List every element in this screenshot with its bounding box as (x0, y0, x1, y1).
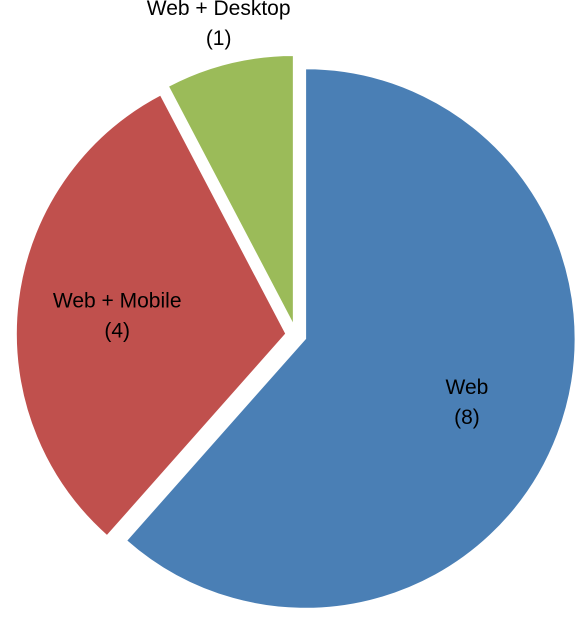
slice-count-label: (4) (104, 319, 130, 342)
pie-slice-web (125, 67, 577, 610)
pie-slices (15, 54, 577, 610)
pie-slice-web-desktop (167, 54, 295, 326)
slice-count-label: (1) (206, 27, 232, 50)
slice-label: Web + Desktop (147, 0, 291, 20)
pie-slice-web-mobile (15, 93, 287, 537)
slice-label: Web + Mobile (53, 289, 182, 312)
slice-label: Web (446, 376, 489, 399)
pie-labels: Web (8) Web + Mobile (4) Web + Desktop (1) (53, 0, 488, 429)
slice-count-label: (8) (454, 406, 480, 429)
